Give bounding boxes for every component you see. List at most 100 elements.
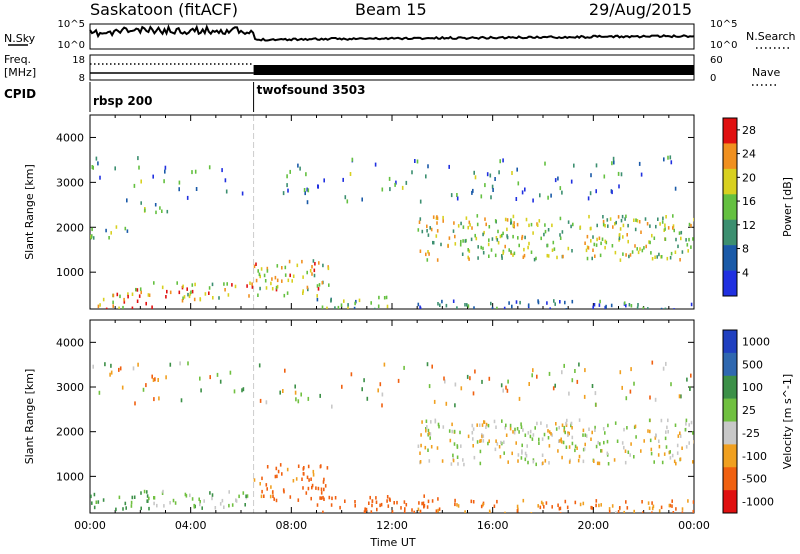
data-cell [516,427,519,431]
data-cell [146,490,148,494]
data-cell [474,175,477,180]
data-cell [306,187,308,192]
data-cell [276,474,278,479]
data-cell [351,157,354,162]
data-cell [322,510,324,513]
data-cell [123,300,126,304]
data-cell [690,302,693,307]
data-cell [491,237,494,241]
data-cell [563,425,566,430]
data-cell [649,240,651,245]
data-cell [526,444,528,448]
data-cell [641,500,643,504]
data-cell [349,172,352,176]
data-cell [242,491,245,495]
data-cell [558,507,561,511]
data-cell [355,299,357,304]
data-cell [92,364,94,369]
data-cell [116,292,119,297]
data-cell [314,262,316,266]
data-cell [522,428,524,432]
data-cell [636,306,639,309]
data-cell [623,427,625,432]
data-cell [482,434,485,438]
data-cell [374,307,376,309]
data-cell [97,500,100,504]
data-cell [504,217,507,222]
data-cell [126,229,129,233]
data-cell [93,505,96,510]
data-cell [310,477,312,481]
data-cell [536,374,538,379]
data-cell [673,228,675,233]
data-cell [428,252,430,256]
data-cell [389,187,391,192]
data-cell [540,236,542,241]
data-cell [145,301,147,306]
data-cell [663,157,665,162]
data-cell [140,179,142,184]
data-cell [544,161,546,166]
data-cell [687,499,689,503]
x-tick-label: 08:00 [275,519,307,532]
data-cell [251,282,253,286]
data-cell [652,504,655,509]
data-cell [548,461,550,465]
data-cell [598,303,601,307]
data-cell [253,264,256,269]
data-cell [521,443,523,448]
data-cell [579,502,582,507]
data-cell [140,491,142,495]
data-cell [543,232,545,237]
data-cell [454,498,456,503]
data-cell [310,496,312,501]
data-cell [677,434,680,438]
data-cell [663,228,665,232]
data-cell [224,178,227,183]
data-cell [112,293,115,298]
data-cell [611,190,613,195]
data-cell [602,215,604,219]
data-cell [386,304,389,309]
data-cell [460,444,462,448]
data-cell [564,499,567,504]
data-cell [516,504,519,509]
data-cell [567,220,570,224]
data-cell [276,264,279,268]
data-cell [616,439,619,443]
data-cell [358,298,361,303]
data-cell [425,419,428,423]
data-cell [153,501,155,506]
data-cell [462,458,464,462]
data-cell [651,501,653,505]
data-cell [658,252,660,257]
x-tick-label: 00:00 [678,519,710,532]
data-cell [539,193,541,198]
data-cell [627,450,630,454]
data-cell [530,250,533,254]
data-cell [651,360,654,365]
data-cell [324,484,327,488]
data-cell [648,506,651,510]
data-cell [651,506,654,511]
data-cell [375,496,377,500]
data-cell [264,279,267,283]
data-cell [510,220,513,225]
data-cell [550,193,552,198]
data-cell [199,376,201,381]
data-cell [133,495,136,499]
velocity-colorbar-swatch [723,467,737,491]
data-cell [536,421,538,426]
data-cell [619,308,621,309]
data-cell [523,253,526,258]
data-cell [225,189,228,194]
data-cell [475,236,478,241]
data-cell [234,284,237,289]
data-cell [163,504,165,508]
data-cell [561,230,564,234]
data-cell [517,181,520,186]
data-cell [427,250,429,254]
data-cell [626,233,628,237]
data-cell [559,512,562,513]
data-cell [594,391,597,396]
